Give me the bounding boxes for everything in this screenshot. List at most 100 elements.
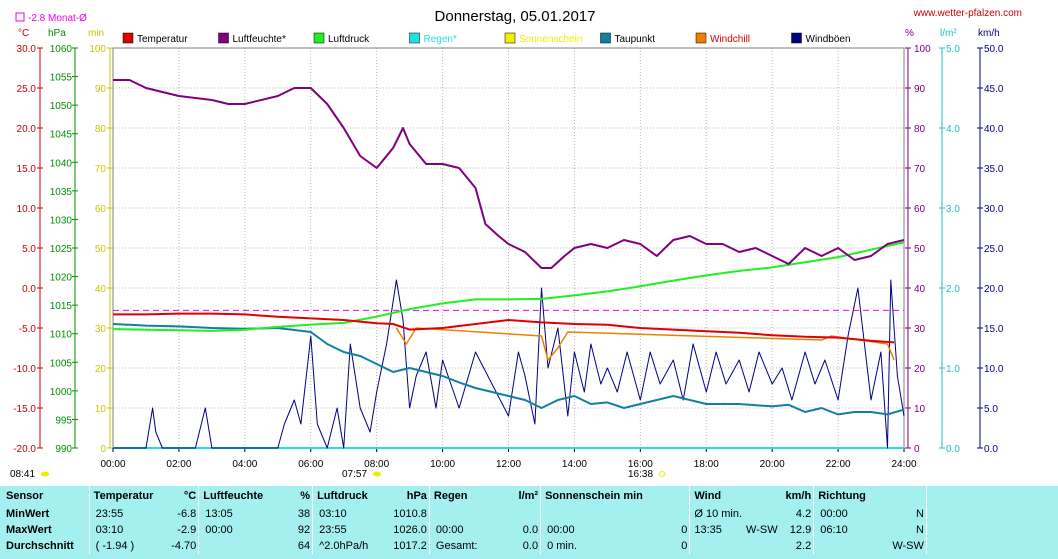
summary-cell-temp-time: 03:10 [88,522,158,538]
summary-cell-wind-val: 4.2 [795,508,812,520]
pressure-tick-label: 1040 [50,158,73,169]
summary-cell-dir-val: N [915,524,924,536]
percent-tick-label: 0 [914,444,920,455]
summary-cell-wind-time [689,538,745,554]
wind-tick-label: 5.0 [984,404,998,415]
legend-label: Windchill [710,34,750,45]
source-label[interactable]: www.wetter-pfalzen.com [913,8,1022,19]
time-label: 08:00 [364,459,389,470]
time-label: 16:00 [628,459,653,470]
pressure-tick-label: 1000 [50,387,73,398]
temp-tick-label: -15.0 [13,404,36,415]
summary-cell-hum-val: 38 [297,508,311,520]
sun-icon [41,471,49,477]
wind-dir-header [744,486,780,506]
summary-cell-press-val: 1010.8 [393,508,427,520]
summary-cell-temp-time: 23:55 [88,506,158,522]
temp-tick-label: 20.0 [17,124,37,135]
wind-tick-label: 0.0 [984,444,998,455]
sun-header: Sonnenschein min [540,486,645,506]
hum-header: Luftfeuchte [198,486,277,506]
summary-cell-press-time: ^2.0hPa/h [312,538,381,554]
pressure-tick-label: 1030 [50,215,73,226]
press-header: Luftdruck [312,486,381,506]
summary-cell-dir-time: 00:00 [813,506,883,522]
weather-chart: Donnerstag, 05.01.2017 www.wetter-pfalze… [0,0,1058,486]
summary-spacer [925,486,1058,506]
rain-tick-label: 0.0 [946,444,960,455]
rain-unit: l/m² [940,28,957,39]
daylight-start-time: 07:57 [342,469,367,480]
time-label: 12:00 [496,459,521,470]
summary-cell-dir-val: W-SW [892,540,924,552]
summary-cell-rain-time [428,506,497,522]
summary-row: MaxWert 03:10 -2.9 00:00 92 23:55 1026.0 00:00 0… [0,522,1058,538]
sunrise-time: 08:41 [10,469,35,480]
summary-cell-wind-time: 13:35 [689,522,745,538]
time-label: 20:00 [760,459,785,470]
summary-cell-temp-time: ( -1.94 ) [88,538,158,554]
rain-tick-label: 3.0 [946,204,960,215]
summary-cell-rain-time: 00:00 [428,522,497,538]
series-wind-gusts [113,279,905,449]
percent-tick-label: 40 [914,284,926,295]
legend-swatch [313,32,325,44]
summary-spacer-cell [925,538,1058,554]
legend-swatch [218,32,229,44]
minute-tick-label: 50 [95,244,107,255]
summary-row: MinWert 23:55 -6.8 13:05 38 03:10 1010.8 Ø 10 m… [0,506,1058,522]
summary-cell-label: Durchschnitt [6,540,74,552]
pressure-tick-label: 1005 [50,358,73,369]
summary-cell-wind-dir [744,506,780,522]
month-avg-swatch [15,12,25,22]
minute-tick-label: 90 [95,84,107,95]
time-label: 18:00 [694,459,719,470]
pressure-tick-label: 1050 [50,101,73,112]
percent-tick-label: 100 [914,44,931,55]
temp-tick-label: 25.0 [17,84,37,95]
pressure-tick-label: 990 [55,444,72,455]
temp-header: Temperatur [88,486,158,506]
legend-swatch [695,32,707,44]
moon-icon [658,471,666,477]
time-label: 10:00 [430,459,455,470]
rain-tick-label: 2.0 [946,284,960,295]
rain-tick-label: 4.0 [946,124,960,135]
legend-swatch [409,32,420,44]
temp-tick-label: 30.0 [17,44,37,55]
time-label: 04:00 [232,459,257,470]
percent-tick-label: 80 [914,124,926,135]
legend-label: Luftdruck [328,34,370,45]
summary-cell-hum-time [198,538,277,554]
summary-cell-hum-time: 00:00 [198,522,277,538]
legend-swatch [600,32,611,44]
pressure-tick-label: 1015 [50,301,73,312]
pressure-tick-label: 1010 [50,330,73,341]
summary-cell-press-val: 1017.2 [393,540,427,552]
percent-unit: % [905,28,914,39]
chart-background [0,0,1058,486]
series-dewpoint [112,323,905,416]
summary-table: Sensor Temperatur °C Luftfeuchte % Luftd… [0,486,1058,554]
summary-cell-rain-time: Gesamt: [428,538,497,554]
summary-cell-press-time: 03:10 [312,506,381,522]
temp-tick-label: -5.0 [19,324,37,335]
chart-title: Donnerstag, 05.01.2017 [435,8,596,25]
minutes-unit: min [88,28,104,39]
wind-tick-label: 50.0 [984,44,1004,55]
minute-tick-label: 20 [95,364,107,375]
wind-unit-header: km/h [785,490,812,502]
temp-tick-label: -10.0 [13,364,36,375]
temp-tick-label: 10.0 [17,204,37,215]
summary-cell-temp-val: -4.70 [171,540,197,552]
summary-cell-dir-time: 06:10 [813,522,883,538]
temp-tick-label: 0.0 [22,284,36,295]
summary-panel: Sensor Temperatur °C Luftfeuchte % Luftd… [0,486,1058,559]
percent-tick-label: 30 [914,324,926,335]
sun-icon [373,471,381,477]
percent-tick-label: 60 [914,204,926,215]
wind-tick-label: 20.0 [984,284,1004,295]
pressure-unit: hPa [48,28,66,39]
sun-unit-header [645,486,690,506]
summary-cell-label: MaxWert [6,524,52,536]
